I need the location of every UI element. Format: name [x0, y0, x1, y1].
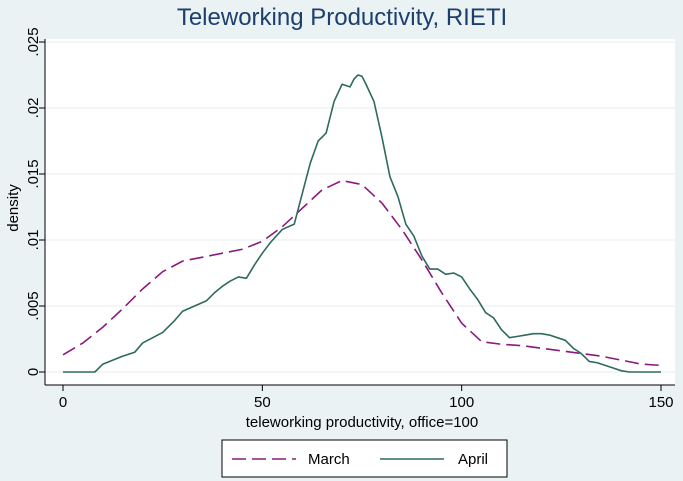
y-tick-label: .015 [25, 159, 42, 188]
legend-label-march: March [308, 451, 350, 468]
x-tick-label: 50 [254, 394, 271, 411]
y-tick-label: .025 [25, 27, 42, 56]
legend: March April [221, 439, 508, 478]
y-tick-label: .02 [25, 98, 42, 119]
x-tick-label: 100 [449, 394, 474, 411]
legend-label-april: April [458, 451, 488, 468]
axes: 0 50 100 150 0 .005 .01 .015 .02 .025 [25, 27, 675, 411]
legend-box [221, 439, 508, 478]
x-axis-label: teleworking productivity, office=100 [246, 414, 479, 431]
y-tick-label: .01 [25, 230, 42, 251]
y-tick-label: .005 [25, 291, 42, 320]
x-tick-label: 0 [59, 394, 67, 411]
series-line-april [63, 74, 661, 373]
series-line-march [62, 179, 662, 367]
y-axis-label: density [5, 184, 22, 232]
x-tick-label: 150 [648, 394, 673, 411]
series-lines [62, 74, 662, 373]
plot-area [45, 39, 675, 385]
y-tick-label: 0 [25, 368, 42, 376]
chart-title: Teleworking Productivity, RIETI [177, 4, 507, 31]
grid-lines [45, 41, 675, 373]
